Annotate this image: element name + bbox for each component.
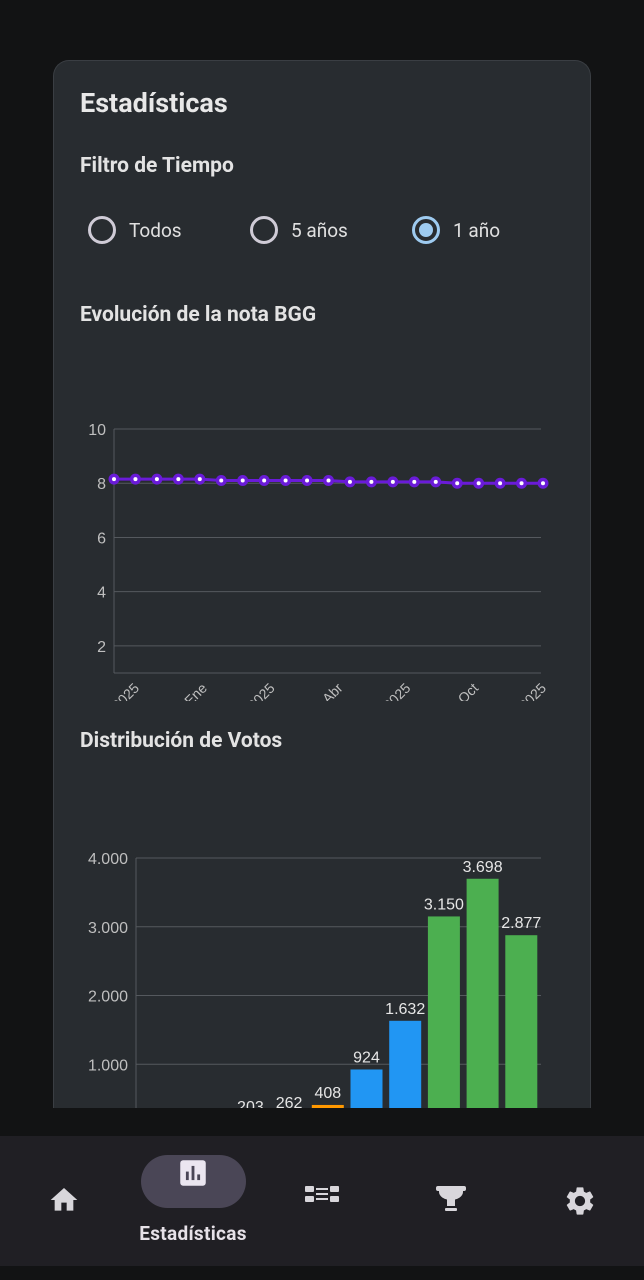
nav-timeline[interactable] bbox=[258, 1136, 386, 1266]
y-tick-label: 4 bbox=[97, 585, 106, 602]
data-point-center bbox=[305, 478, 310, 483]
page-title: Estadísticas bbox=[80, 87, 228, 119]
bar-value-label: 262 bbox=[276, 1095, 303, 1108]
y-tick-label: 10 bbox=[88, 422, 106, 439]
nav-stats[interactable] bbox=[129, 1136, 257, 1266]
system-bar bbox=[0, 1266, 644, 1280]
data-point-center bbox=[197, 477, 202, 482]
votes-bar-chart: 01.0002.0003.0004.0008919922033262440859… bbox=[88, 851, 541, 1108]
bar bbox=[389, 1020, 422, 1108]
y-tick-label: 6 bbox=[97, 530, 106, 547]
nav-settings[interactable] bbox=[516, 1136, 644, 1266]
x-tick-label: Ene bbox=[181, 680, 210, 701]
time-filter-title: Filtro de Tiempo bbox=[80, 154, 234, 178]
votes-chart-title: Distribución de Votos bbox=[80, 729, 283, 753]
bar bbox=[466, 878, 499, 1108]
radio-label: 5 años bbox=[291, 218, 348, 242]
gear-icon bbox=[566, 1187, 594, 1215]
y-tick-label: 2.000 bbox=[88, 989, 128, 1006]
x-tick-label: Ene 2025 bbox=[88, 680, 142, 701]
data-point-center bbox=[519, 481, 524, 486]
x-tick-label: Jul 2025 bbox=[365, 680, 414, 701]
data-point-center bbox=[112, 477, 116, 482]
data-point-center bbox=[262, 478, 267, 483]
bar-value-label: 89 bbox=[164, 1107, 182, 1108]
x-tick-label: Abr bbox=[319, 680, 346, 701]
bar bbox=[311, 1104, 344, 1108]
nav-home[interactable] bbox=[0, 1136, 128, 1266]
trophy-icon bbox=[436, 1186, 466, 1211]
radio-label: 1 año bbox=[453, 218, 501, 242]
bar-value-label: 408 bbox=[314, 1085, 341, 1102]
bar bbox=[505, 935, 538, 1108]
y-tick-label: 4.000 bbox=[88, 851, 128, 868]
radio-todos[interactable]: Todos bbox=[88, 216, 182, 244]
y-tick-label: 2 bbox=[97, 639, 106, 656]
radio-circle-selected[interactable] bbox=[412, 216, 440, 244]
bar-value-label: 1.632 bbox=[385, 1001, 425, 1018]
data-point-center bbox=[240, 478, 245, 483]
x-tick-label: Abr 2025 bbox=[226, 680, 278, 701]
data-point-center bbox=[433, 479, 438, 484]
stats-card: Estadísticas Filtro de Tiempo Todos 5 añ… bbox=[53, 60, 591, 1108]
bar-chart-icon bbox=[180, 1160, 206, 1186]
data-point-center bbox=[390, 479, 395, 484]
radio-circle[interactable] bbox=[88, 216, 116, 244]
bottom-navigation bbox=[0, 1136, 644, 1266]
y-tick-label: 3.000 bbox=[88, 920, 128, 937]
data-point-center bbox=[369, 479, 374, 484]
data-point-center bbox=[455, 481, 460, 486]
data-point-center bbox=[154, 477, 159, 482]
data-point-center bbox=[347, 479, 352, 484]
time-filter-group: Todos 5 años 1 año bbox=[88, 216, 568, 252]
rating-chart-title: Evolución de la nota BGG bbox=[80, 303, 317, 327]
timeline-icon bbox=[305, 1186, 339, 1202]
nav-awards[interactable] bbox=[387, 1136, 515, 1266]
nav-stats-label[interactable]: Estadísticas bbox=[139, 1222, 247, 1245]
bar-value-label: 99 bbox=[203, 1106, 221, 1108]
bar-value-label: 3.150 bbox=[424, 896, 464, 913]
y-tick-label: 1.000 bbox=[88, 1057, 128, 1074]
radio-label: Todos bbox=[129, 218, 182, 242]
data-point-center bbox=[283, 478, 288, 483]
radio-circle[interactable] bbox=[250, 216, 278, 244]
bar-value-label: 924 bbox=[353, 1049, 380, 1066]
radio-5-years[interactable]: 5 años bbox=[250, 216, 348, 244]
data-point-center bbox=[498, 481, 503, 486]
home-icon bbox=[50, 1188, 78, 1211]
bar bbox=[350, 1069, 383, 1108]
data-point-center bbox=[133, 477, 138, 482]
data-point-center bbox=[176, 477, 181, 482]
data-point-center bbox=[219, 478, 224, 483]
x-tick-label: Oct bbox=[455, 680, 482, 701]
radio-1-year[interactable]: 1 año bbox=[412, 216, 500, 244]
rating-line-chart: 2 4 6 8 10 Ene 2025 Ene Abr 2025 Abr Jul 2025 Oct O… bbox=[88, 422, 550, 701]
bar-value-label: 203 bbox=[237, 1099, 264, 1108]
data-point-center bbox=[326, 478, 331, 483]
x-tick-label: Oct 2025 bbox=[498, 680, 550, 701]
data-point-center bbox=[476, 481, 481, 486]
data-point-center bbox=[541, 481, 545, 486]
bar-value-label: 2.877 bbox=[501, 915, 541, 932]
data-point-center bbox=[412, 479, 417, 484]
bar bbox=[427, 916, 460, 1108]
y-tick-label: 8 bbox=[97, 476, 106, 493]
bar-value-label: 3.698 bbox=[463, 859, 503, 876]
